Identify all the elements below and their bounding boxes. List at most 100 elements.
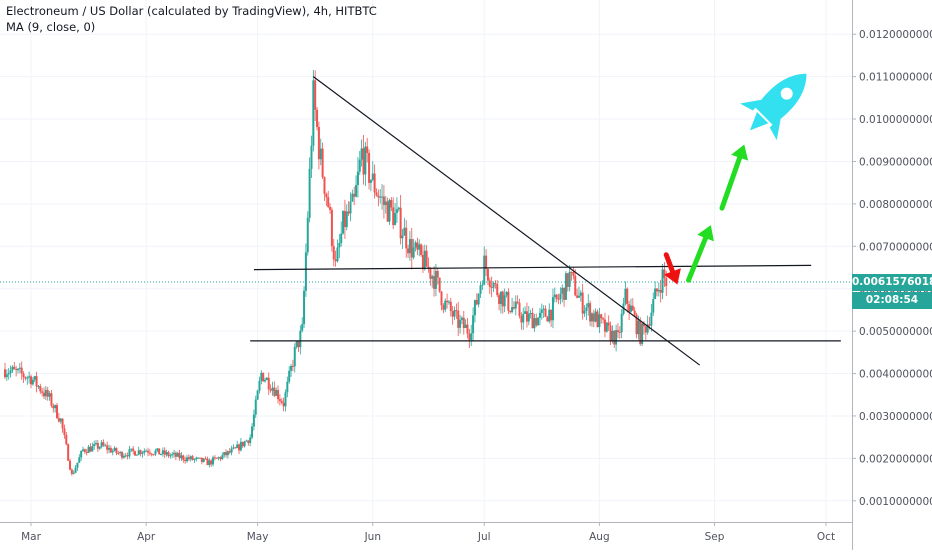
candle-body [327, 197, 330, 207]
candle-body [444, 300, 447, 310]
candle-body [310, 145, 313, 169]
candle-body [241, 441, 244, 447]
candle-body [657, 289, 660, 292]
candle-body [423, 250, 426, 270]
candle-body [512, 307, 515, 309]
candle-body [212, 457, 215, 465]
y-tick-label: 0.0030000000 [859, 411, 932, 423]
candle-body [421, 254, 424, 270]
candle-body [642, 323, 645, 327]
candle-body [412, 247, 415, 258]
candle-body [91, 446, 94, 452]
candle-body [39, 386, 42, 392]
candle-body [568, 271, 571, 287]
candle-body [544, 308, 547, 317]
candle-body [186, 457, 189, 462]
candle-body [377, 195, 380, 198]
y-tick-label: 0.0120000000 [859, 29, 932, 41]
candle-body [180, 455, 183, 459]
candle-body [56, 405, 59, 419]
candle-body [564, 273, 567, 300]
candle-body [353, 193, 356, 197]
candle-body [28, 376, 31, 378]
candle-body [258, 380, 261, 391]
candle-body [477, 293, 480, 305]
candle-body [490, 286, 493, 288]
candle-body [442, 305, 445, 310]
candle-body [509, 310, 512, 313]
candle-body [171, 454, 174, 456]
candle-body [67, 444, 70, 461]
candle-body [251, 426, 254, 438]
candle-body [158, 448, 161, 455]
candle-body [531, 312, 534, 329]
candle-body [338, 242, 341, 248]
candle-body [46, 389, 49, 397]
candle-body [193, 459, 196, 461]
candle-body [96, 442, 99, 449]
candle-body [41, 391, 44, 393]
candle-body [600, 314, 603, 319]
candle-body [460, 317, 463, 320]
candle-body [87, 446, 90, 453]
indicator-legend: MA (9, close, 0) [6, 20, 96, 34]
candle-body [197, 457, 200, 459]
candle-body [247, 440, 250, 444]
candle-body [3, 369, 6, 378]
candle-body [202, 458, 205, 462]
candle-body [332, 246, 335, 260]
candle-body [505, 291, 508, 296]
candle-body [317, 127, 320, 160]
candle-body [624, 288, 627, 304]
candle-body [637, 320, 640, 335]
arrow-down-shaft [663, 252, 675, 274]
candle-body [26, 377, 29, 379]
candle-body [100, 442, 103, 447]
drawings [0, 73, 852, 366]
candle-body [646, 324, 649, 333]
candle-body [401, 235, 404, 239]
candle-body [176, 452, 179, 457]
candle-body [128, 449, 131, 457]
candle-body [115, 447, 118, 453]
candle-body [225, 452, 228, 456]
candle-body [362, 148, 365, 175]
candle-body [330, 209, 333, 247]
candle-body [420, 244, 423, 255]
candle-body [538, 312, 541, 318]
candle-body [366, 146, 369, 154]
candle-body [503, 295, 506, 307]
candle-body [581, 292, 584, 314]
candle-body [273, 387, 276, 396]
candle-body [221, 455, 224, 460]
candle-body [572, 271, 575, 276]
candle-body [522, 313, 525, 323]
candle-body [590, 313, 593, 322]
candle-body [425, 250, 428, 267]
candle-body [61, 418, 64, 429]
candle-body [134, 451, 137, 456]
y-tick-label: 0.0070000000 [859, 241, 932, 253]
candle-body [169, 455, 172, 457]
candle-body [69, 460, 72, 470]
arrow-up-2 [719, 144, 749, 211]
candles [3, 70, 668, 476]
candle-body [511, 307, 514, 313]
symbol-title: Electroneum / US Dollar (calculated by T… [6, 4, 377, 18]
candle-body [384, 201, 387, 206]
candle-body [106, 445, 109, 450]
candle-body [561, 287, 564, 294]
candle-body [245, 440, 248, 442]
y-tick-label: 0.0090000000 [859, 156, 932, 168]
candle-body [11, 366, 14, 371]
candle-body [93, 444, 96, 447]
candle-body [189, 456, 192, 460]
candle-body [598, 314, 601, 328]
candle-body [167, 452, 170, 457]
candle-body [37, 386, 40, 388]
candle-body [611, 330, 614, 342]
candle-body [605, 322, 608, 332]
candle-body [492, 283, 495, 288]
candle-body [306, 217, 309, 253]
